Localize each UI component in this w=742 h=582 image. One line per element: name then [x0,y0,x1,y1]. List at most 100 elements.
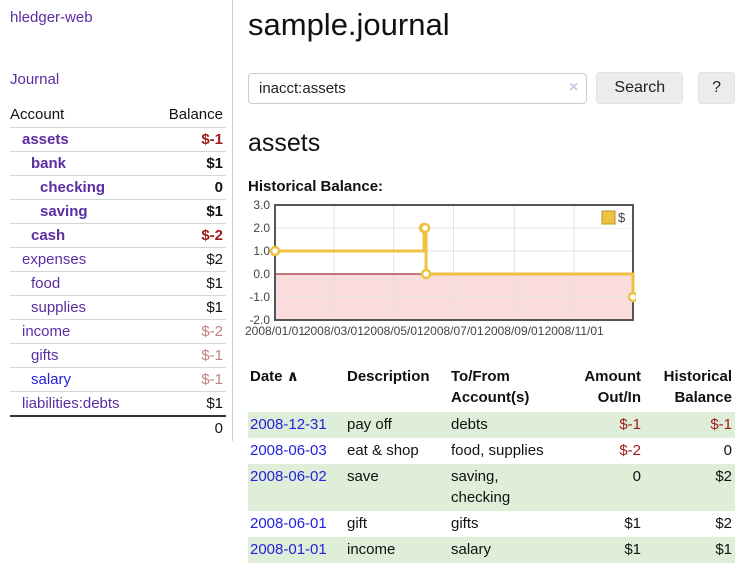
transaction-date-link[interactable]: 2008-12-31 [250,416,327,433]
sidebar: hledger-web Journal Account Balance asse… [0,0,233,441]
transaction-description: pay off [347,416,392,433]
table-row: 2008-06-02 save saving, checking 0 $2 [248,464,735,511]
account-balance: $1 [151,271,226,296]
account-row: supplies $1 [10,295,226,320]
svg-text:3.0: 3.0 [253,199,270,212]
account-row: bank $1 [10,151,226,176]
account-balance: $1 [151,391,226,416]
svg-text:2008/09/01: 2008/09/01 [484,324,544,338]
account-row: liabilities:debts $1 [10,391,226,416]
svg-text:2.0: 2.0 [253,221,270,235]
transaction-description: income [347,541,396,558]
app-title-link[interactable]: hledger-web [10,9,93,26]
account-link-cash[interactable]: cash [31,227,66,244]
account-balance: $-1 [151,127,226,152]
account-row: checking 0 [10,175,226,200]
accounts-total-row: 0 [10,415,226,440]
transaction-date-link[interactable]: 2008-06-03 [250,442,327,459]
svg-text:0.0: 0.0 [253,267,270,281]
transaction-accounts: salary [451,541,492,558]
svg-text:2008/01/01: 2008/01/01 [245,324,305,338]
svg-text:-1.0: -1.0 [249,290,270,304]
search-button[interactable]: Search [596,72,684,104]
account-balance: 0 [151,175,226,200]
transaction-accounts: food, supplies [451,442,544,459]
account-link-liabilities-debts[interactable]: liabilities:debts [22,395,120,412]
account-row: income $-2 [10,319,226,344]
account-balance: $1 [151,295,226,320]
accounts-header-account: Account [10,106,65,123]
accounts-total-value: 0 [151,415,226,440]
account-link-saving[interactable]: saving [40,203,88,220]
clear-search-icon[interactable]: × [569,78,579,96]
account-balance: $-2 [151,319,226,344]
sort-ascending-icon: ∧ [286,368,299,385]
svg-text:$: $ [618,210,626,225]
transaction-date-link[interactable]: 2008-06-02 [250,468,327,485]
register-header-balance: Historical Balance [663,368,732,406]
transaction-description: gift [347,515,368,532]
account-balance: $-1 [151,367,226,392]
help-button[interactable]: ? [698,72,735,104]
accounts-balance-table: Account Balance assets $-1 bank $1 checkin… [10,103,226,440]
sidebar-item-journal[interactable]: Journal [10,71,60,88]
account-row: food $1 [10,271,226,296]
account-row: gifts $-1 [10,343,226,368]
transaction-date-link[interactable]: 2008-01-01 [250,541,327,558]
register-header-description: Description [347,368,430,385]
page-title: sample.journal [248,7,450,42]
transaction-balance: $-1 [710,416,732,433]
account-link-food[interactable]: food [31,275,61,292]
account-link-supplies[interactable]: supplies [31,299,87,316]
account-balance: $1 [151,199,226,224]
account-link-checking[interactable]: checking [40,179,106,196]
account-row: expenses $2 [10,247,226,272]
transaction-description: save [347,468,379,485]
transaction-accounts: debts [451,416,488,433]
account-link-assets[interactable]: assets [22,131,69,148]
table-row: 2008-06-03 eat & shop food, supplies $-2… [248,438,735,464]
transaction-amount: $1 [624,541,641,558]
account-link-bank[interactable]: bank [31,155,67,172]
transaction-balance: 0 [723,442,732,459]
account-balance: $-1 [151,343,226,368]
account-row: salary $-1 [10,367,226,392]
account-row: cash $-2 [10,223,226,248]
register-header-date[interactable]: Date ∧ [250,368,299,385]
account-balance: $1 [151,151,226,176]
register-header-amount: Amount Out/In [584,368,641,406]
account-link-income[interactable]: income [22,323,71,340]
chart-title: Historical Balance: [248,178,384,195]
svg-text:2008/07/01: 2008/07/01 [423,324,483,338]
transaction-amount: $-1 [619,416,641,433]
transaction-amount: $-2 [619,442,641,459]
accounts-header-balance: Balance [168,106,223,123]
account-link-salary[interactable]: salary [31,371,72,388]
account-balance: $2 [151,247,226,272]
account-row: saving $1 [10,199,226,224]
svg-text:2008/05/01: 2008/05/01 [364,324,424,338]
svg-text:2008/11/01: 2008/11/01 [545,324,604,338]
transaction-balance: $2 [715,468,732,485]
table-row: 2008-01-01 income salary $1 $1 [248,537,735,563]
account-link-expenses[interactable]: expenses [22,251,87,268]
account-row: assets $-1 [10,127,226,152]
transaction-date-link[interactable]: 2008-06-01 [250,515,327,532]
transaction-description: eat & shop [347,442,419,459]
transaction-balance: $1 [715,541,732,558]
transaction-amount: $1 [624,515,641,532]
register-header-accounts: To/From Account(s) [451,368,530,406]
transaction-accounts: gifts [451,515,479,532]
table-row: 2008-06-01 gift gifts $1 $2 [248,511,735,537]
svg-text:1.0: 1.0 [253,244,270,258]
account-heading: assets [248,129,321,157]
search-form: × Search ? [248,72,735,104]
transaction-amount: 0 [632,468,641,485]
account-balance: $-2 [151,223,226,248]
svg-text:2008/03/01: 2008/03/01 [304,324,364,338]
account-link-gifts[interactable]: gifts [31,347,59,364]
search-input[interactable] [248,72,588,104]
historical-balance-chart[interactable]: $3.0 2.0 1.0 0.0 -1.0 -2.0 2008/01/01 2008/03/0… [239,198,735,344]
transaction-accounts: saving, checking [451,468,511,506]
table-row: 2008-12-31 pay off debts $-1 $-1 [248,412,735,438]
